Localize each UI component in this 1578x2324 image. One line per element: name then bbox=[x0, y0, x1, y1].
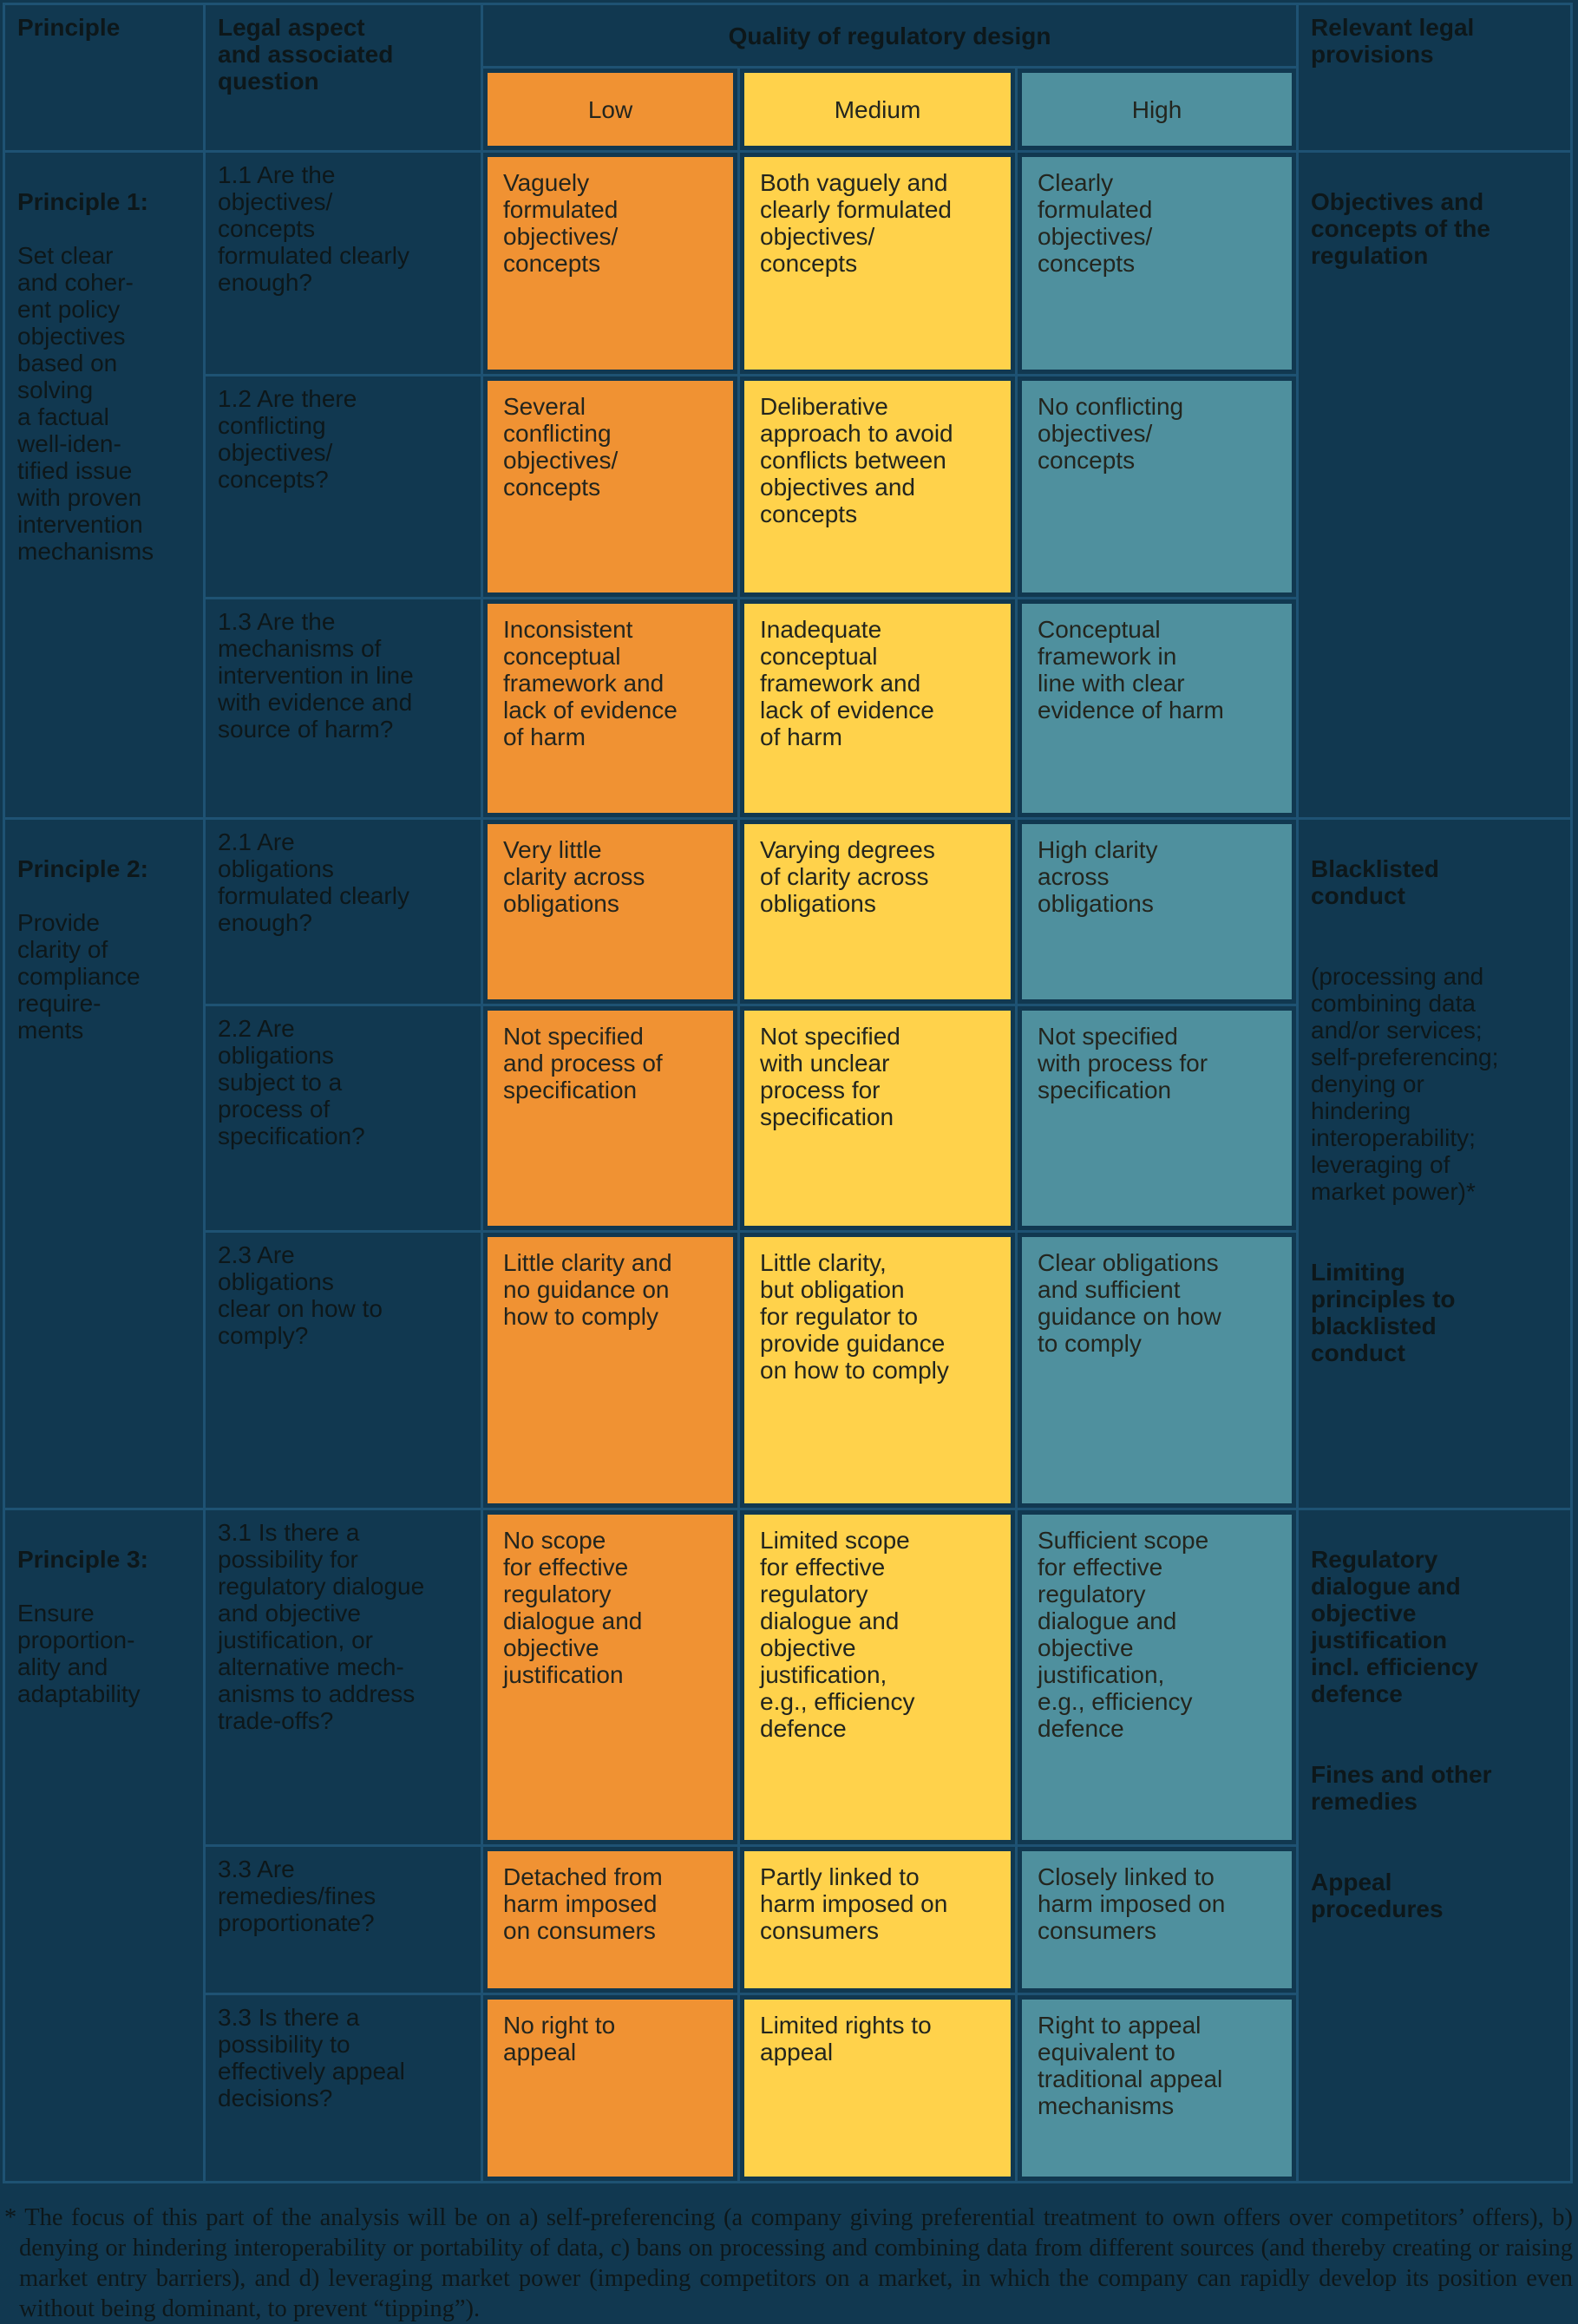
legal-p3-block-2: Fines and other remedies bbox=[1311, 1761, 1492, 1815]
legal-p2-block-3: Limiting principles to blacklisted condu… bbox=[1311, 1259, 1456, 1366]
principle-3-cell: Principle 3: Ensure proportion- ality an… bbox=[3, 1508, 206, 2183]
cell-3-3b-high: Right to appeal equivalent to traditiona… bbox=[1014, 1993, 1300, 2183]
column-header-low: Low bbox=[481, 66, 740, 153]
cell-1-1-low-text: Vaguely formulated objectives/ concepts bbox=[488, 157, 733, 370]
cell-3-3b-medium-text: Limited rights to appeal bbox=[744, 2000, 1011, 2177]
cell-2-2-medium-text: Not specified with unclear process for s… bbox=[744, 1011, 1011, 1226]
column-header-medium: Medium bbox=[737, 66, 1018, 153]
cell-3-3b-high-text: Right to appeal equivalent to traditiona… bbox=[1022, 2000, 1293, 2177]
cell-3-3b-medium: Limited rights to appeal bbox=[737, 1993, 1018, 2183]
cell-3-1-low: No scope for effective regulatory dialog… bbox=[481, 1508, 740, 1847]
cell-3-1-medium: Limited scope for effective regulatory d… bbox=[737, 1508, 1018, 1847]
principle-2-title: Principle 2: bbox=[17, 855, 148, 882]
cell-1-1-high: Clearly formulated objectives/ concepts bbox=[1014, 150, 1300, 376]
legal-p2-block-1: Blacklisted conduct bbox=[1311, 855, 1439, 909]
cell-3-3a-high-text: Closely linked to harm imposed on consum… bbox=[1022, 1851, 1293, 1988]
cell-2-3-medium-text: Little clarity, but obligation for regul… bbox=[744, 1237, 1011, 1503]
cell-3-3b-low: No right to appeal bbox=[481, 1993, 740, 2183]
cell-2-1-high: High clarity across obligations bbox=[1014, 817, 1300, 1006]
cell-1-2-medium: Deliberative approach to avoid conflicts… bbox=[737, 374, 1018, 599]
cell-2-3-low: Little clarity and no guidance on how to… bbox=[481, 1230, 740, 1510]
cell-1-1-medium-text: Both vaguely and clearly formulated obje… bbox=[744, 157, 1011, 370]
cell-2-2-medium: Not specified with unclear process for s… bbox=[737, 1004, 1018, 1233]
cell-2-1-high-text: High clarity across obligations bbox=[1022, 824, 1293, 999]
cell-2-1-low: Very little clarity across obligations bbox=[481, 817, 740, 1006]
cell-2-2-low: Not specified and process of specificati… bbox=[481, 1004, 740, 1233]
cell-1-3-low-text: Inconsistent conceptual framework and la… bbox=[488, 604, 733, 813]
legal-provisions-principle-3: Regulatory dialogue and objective justif… bbox=[1296, 1508, 1574, 2183]
cell-3-1-low-text: No scope for effective regulatory dialog… bbox=[488, 1515, 733, 1840]
question-3-1: 3.1 Is there a possibility for regulator… bbox=[203, 1508, 483, 1847]
principle-1-description: Set clear and coher- ent policy objectiv… bbox=[17, 242, 154, 565]
legal-p2-block-2: (processing and combining data and/or se… bbox=[1311, 963, 1499, 1205]
cell-3-3a-low-text: Detached from harm imposed on consumers bbox=[488, 1851, 733, 1988]
footnote: * The focus of this part of the analysis… bbox=[4, 2204, 1573, 2322]
cell-2-3-medium: Little clarity, but obligation for regul… bbox=[737, 1230, 1018, 1510]
principle-2-description: Provide clarity of compliance require- m… bbox=[17, 909, 141, 1044]
question-2-1: 2.1 Are obligations formulated clearly e… bbox=[203, 817, 483, 1006]
cell-1-3-high: Conceptual framework in line with clear … bbox=[1014, 597, 1300, 820]
medium-header-label: Medium bbox=[744, 73, 1011, 146]
legal-p3-block-1: Regulatory dialogue and objective justif… bbox=[1311, 1546, 1478, 1707]
principle-3-description: Ensure proportion- ality and adaptabilit… bbox=[17, 1600, 141, 1707]
regulatory-design-page: Principle Legal aspect and associated qu… bbox=[0, 3, 1578, 2324]
cell-2-1-medium-text: Varying degrees of clarity across obliga… bbox=[744, 824, 1011, 999]
low-header-label: Low bbox=[488, 73, 733, 146]
cell-1-2-high: No conflicting objectives/ concepts bbox=[1014, 374, 1300, 599]
principle-2-cell: Principle 2: Provide clarity of complian… bbox=[3, 817, 206, 1510]
cell-3-3a-medium-text: Partly linked to harm imposed on consume… bbox=[744, 1851, 1011, 1988]
column-header-principle: Principle bbox=[3, 3, 206, 153]
cell-1-3-medium: Inadequate conceptual framework and lack… bbox=[737, 597, 1018, 820]
cell-1-2-low-text: Several conflicting objectives/ concepts bbox=[488, 381, 733, 592]
question-3-3b: 3.3 Is there a possibility to effectivel… bbox=[203, 1993, 483, 2183]
high-header-label: High bbox=[1022, 73, 1293, 146]
legal-p1-block: Objectives and concepts of the regulatio… bbox=[1311, 188, 1490, 269]
cell-1-2-medium-text: Deliberative approach to avoid conflicts… bbox=[744, 381, 1011, 592]
cell-2-1-low-text: Very little clarity across obligations bbox=[488, 824, 733, 999]
question-2-3: 2.3 Are obligations clear on how to comp… bbox=[203, 1230, 483, 1510]
cell-1-3-medium-text: Inadequate conceptual framework and lack… bbox=[744, 604, 1011, 813]
cell-1-1-low: Vaguely formulated objectives/ concepts bbox=[481, 150, 740, 376]
cell-2-2-high: Not specified with process for specifica… bbox=[1014, 1004, 1300, 1233]
cell-3-1-medium-text: Limited scope for effective regulatory d… bbox=[744, 1515, 1011, 1840]
question-1-3: 1.3 Are the mechanisms of intervention i… bbox=[203, 597, 483, 820]
cell-2-2-high-text: Not specified with process for specifica… bbox=[1022, 1011, 1293, 1226]
cell-1-3-high-text: Conceptual framework in line with clear … bbox=[1022, 604, 1293, 813]
legal-provisions-principle-2: Blacklisted conduct (processing and comb… bbox=[1296, 817, 1574, 1510]
quality-of-regulatory-design-table: Principle Legal aspect and associated qu… bbox=[3, 3, 1574, 2183]
cell-3-1-high: Sufficient scope for effective regulator… bbox=[1014, 1508, 1300, 1847]
cell-1-1-medium: Both vaguely and clearly formulated obje… bbox=[737, 150, 1018, 376]
question-1-1: 1.1 Are the objectives/ concepts formula… bbox=[203, 150, 483, 376]
cell-2-1-medium: Varying degrees of clarity across obliga… bbox=[737, 817, 1018, 1006]
cell-2-2-low-text: Not specified and process of specificati… bbox=[488, 1011, 733, 1226]
legal-p3-block-3: Appeal procedures bbox=[1311, 1869, 1444, 1922]
principle-1-title: Principle 1: bbox=[17, 188, 148, 215]
principle-3-title: Principle 3: bbox=[17, 1546, 148, 1573]
cell-3-3a-medium: Partly linked to harm imposed on consume… bbox=[737, 1844, 1018, 1995]
cell-2-3-low-text: Little clarity and no guidance on how to… bbox=[488, 1237, 733, 1503]
column-header-high: High bbox=[1014, 66, 1300, 153]
column-header-quality: Quality of regulatory design bbox=[480, 3, 1300, 69]
question-3-3a: 3.3 Are remedies/fines proportionate? bbox=[203, 1844, 483, 1995]
cell-2-3-high: Clear obligations and sufficient guidanc… bbox=[1014, 1230, 1300, 1510]
question-1-2: 1.2 Are there conflicting objectives/ co… bbox=[203, 374, 483, 599]
cell-3-3a-low: Detached from harm imposed on consumers bbox=[481, 1844, 740, 1995]
cell-3-3a-high: Closely linked to harm imposed on consum… bbox=[1014, 1844, 1300, 1995]
cell-1-2-high-text: No conflicting objectives/ concepts bbox=[1022, 381, 1293, 592]
cell-2-3-high-text: Clear obligations and sufficient guidanc… bbox=[1022, 1237, 1293, 1503]
question-2-2: 2.2 Are obligations subject to a process… bbox=[203, 1004, 483, 1233]
cell-1-3-low: Inconsistent conceptual framework and la… bbox=[481, 597, 740, 820]
principle-1-cell: Principle 1: Set clear and coher- ent po… bbox=[3, 150, 206, 820]
legal-provisions-principle-1: Objectives and concepts of the regulatio… bbox=[1296, 150, 1574, 820]
cell-1-1-high-text: Clearly formulated objectives/ concepts bbox=[1022, 157, 1293, 370]
cell-3-1-high-text: Sufficient scope for effective regulator… bbox=[1022, 1515, 1293, 1840]
column-header-legal-aspect: Legal aspect and associated question bbox=[203, 3, 483, 153]
column-header-relevant-legal-provisions: Relevant legal provisions bbox=[1296, 3, 1574, 153]
cell-1-2-low: Several conflicting objectives/ concepts bbox=[481, 374, 740, 599]
cell-3-3b-low-text: No right to appeal bbox=[488, 2000, 733, 2177]
